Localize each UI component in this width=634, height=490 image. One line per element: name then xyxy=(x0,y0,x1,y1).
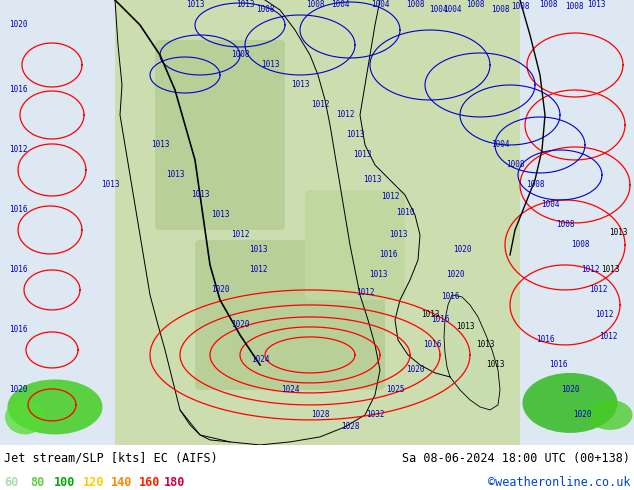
Bar xyxy=(520,0,634,445)
Text: 1008: 1008 xyxy=(511,2,529,11)
Text: 1004: 1004 xyxy=(443,5,462,15)
Text: 60: 60 xyxy=(4,476,18,489)
Text: 1020: 1020 xyxy=(453,245,471,254)
Text: 120: 120 xyxy=(83,476,105,489)
Text: 1013: 1013 xyxy=(291,80,309,90)
Text: 1010: 1010 xyxy=(396,208,414,218)
Text: 1020: 1020 xyxy=(210,286,230,294)
Text: 1013: 1013 xyxy=(421,311,439,319)
Text: 1008: 1008 xyxy=(306,0,324,9)
Text: 160: 160 xyxy=(139,476,160,489)
Text: 1008: 1008 xyxy=(571,241,589,249)
Text: 1004: 1004 xyxy=(491,141,509,149)
Text: 1013: 1013 xyxy=(261,60,279,70)
Text: 1012: 1012 xyxy=(9,146,27,154)
Bar xyxy=(0,0,115,445)
Text: 1012: 1012 xyxy=(311,100,329,109)
Ellipse shape xyxy=(588,400,633,430)
Text: 1012: 1012 xyxy=(356,289,374,297)
Text: 1013: 1013 xyxy=(369,270,387,279)
Text: 1024: 1024 xyxy=(281,386,299,394)
Polygon shape xyxy=(444,295,500,410)
Text: 1012: 1012 xyxy=(249,266,268,274)
Text: 1016: 1016 xyxy=(441,293,459,301)
Text: 1004: 1004 xyxy=(429,5,447,15)
FancyBboxPatch shape xyxy=(305,190,405,300)
Text: 1025: 1025 xyxy=(385,386,404,394)
Text: 1020: 1020 xyxy=(231,320,249,329)
Text: 180: 180 xyxy=(164,476,185,489)
Text: 1028: 1028 xyxy=(340,422,359,431)
Text: 1013: 1013 xyxy=(151,141,169,149)
Text: 1020: 1020 xyxy=(9,386,27,394)
Text: 1016: 1016 xyxy=(430,316,450,324)
Text: Sa 08-06-2024 18:00 UTC (00+138): Sa 08-06-2024 18:00 UTC (00+138) xyxy=(402,452,630,465)
Text: 1012: 1012 xyxy=(595,311,613,319)
Text: 1008: 1008 xyxy=(406,0,424,9)
Text: 1013: 1013 xyxy=(456,322,474,331)
Text: 1013: 1013 xyxy=(165,171,184,179)
Text: 1013: 1013 xyxy=(236,0,254,9)
Text: 1012: 1012 xyxy=(336,110,354,120)
Ellipse shape xyxy=(522,373,618,433)
Text: 1013: 1013 xyxy=(210,211,230,220)
Text: 1016: 1016 xyxy=(9,266,27,274)
Text: 1013: 1013 xyxy=(389,230,407,240)
Text: 1028: 1028 xyxy=(311,411,329,419)
Text: 1020: 1020 xyxy=(573,411,592,419)
Text: 1016: 1016 xyxy=(536,336,554,344)
Text: ©weatheronline.co.uk: ©weatheronline.co.uk xyxy=(488,476,630,489)
Text: 1013: 1013 xyxy=(353,150,372,159)
Text: 1013: 1013 xyxy=(601,266,619,274)
Text: 1013: 1013 xyxy=(249,245,268,254)
Text: 100: 100 xyxy=(54,476,75,489)
Text: 1004: 1004 xyxy=(541,200,559,209)
Text: 1012: 1012 xyxy=(581,266,599,274)
Ellipse shape xyxy=(5,399,45,435)
Text: 1008: 1008 xyxy=(506,160,524,170)
Text: 1008: 1008 xyxy=(491,5,509,15)
Text: Jet stream/SLP [kts] EC (AIFS): Jet stream/SLP [kts] EC (AIFS) xyxy=(4,452,217,465)
Text: 1008: 1008 xyxy=(256,5,275,15)
Ellipse shape xyxy=(8,379,103,435)
Text: 1016: 1016 xyxy=(9,325,27,335)
Text: 1016: 1016 xyxy=(9,85,27,95)
Text: 1012: 1012 xyxy=(589,286,607,294)
Text: 80: 80 xyxy=(30,476,44,489)
Text: 1008: 1008 xyxy=(466,0,484,9)
Text: 1008: 1008 xyxy=(556,220,574,229)
FancyBboxPatch shape xyxy=(195,240,385,390)
Text: 1013: 1013 xyxy=(363,175,381,184)
Text: 1008: 1008 xyxy=(231,50,249,59)
Text: 1013: 1013 xyxy=(191,191,209,199)
Text: 1016: 1016 xyxy=(423,341,441,349)
Text: 1016: 1016 xyxy=(378,250,398,259)
Text: 1024: 1024 xyxy=(251,355,269,365)
Text: 1016: 1016 xyxy=(9,205,27,215)
Text: 1013: 1013 xyxy=(476,341,495,349)
Text: 1020: 1020 xyxy=(9,21,27,29)
Text: 1008: 1008 xyxy=(539,0,557,9)
FancyBboxPatch shape xyxy=(155,40,285,230)
Text: 140: 140 xyxy=(111,476,133,489)
Text: 1013: 1013 xyxy=(186,0,204,9)
Text: 1020: 1020 xyxy=(406,366,424,374)
Text: 1012: 1012 xyxy=(381,193,399,201)
Text: 1008: 1008 xyxy=(565,2,583,11)
Text: 1013: 1013 xyxy=(609,228,627,238)
Text: 1020: 1020 xyxy=(446,270,464,279)
Text: 1004: 1004 xyxy=(331,0,349,9)
Text: 1013: 1013 xyxy=(586,0,605,9)
Text: 1016: 1016 xyxy=(549,361,567,369)
Text: 1032: 1032 xyxy=(366,411,384,419)
Text: 1004: 1004 xyxy=(371,0,389,9)
Text: 1008: 1008 xyxy=(526,180,544,190)
Text: 1013: 1013 xyxy=(101,180,119,190)
Text: 1013: 1013 xyxy=(486,361,504,369)
Bar xyxy=(115,0,520,445)
Text: 1012: 1012 xyxy=(598,332,618,342)
Text: 1013: 1013 xyxy=(346,130,365,140)
Text: 1012: 1012 xyxy=(231,230,249,240)
Text: 1020: 1020 xyxy=(560,386,579,394)
